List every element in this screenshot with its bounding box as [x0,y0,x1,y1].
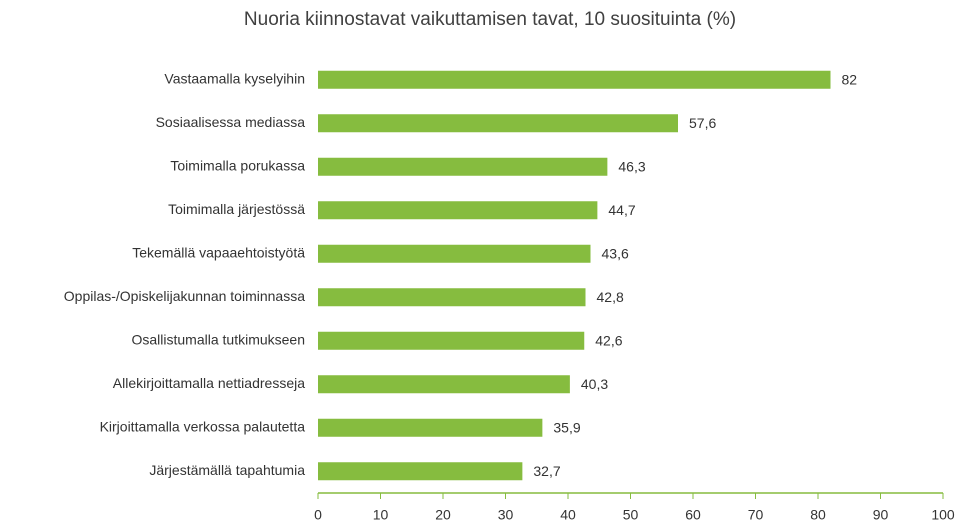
x-tick-label: 20 [435,507,451,523]
x-tick-label: 90 [873,507,889,523]
bar [318,157,608,176]
x-tick-label: 80 [810,507,826,523]
y-tick-label: Osallistumalla tutkimukseen [131,331,305,347]
value-label: 44,7 [608,202,635,218]
x-tick-label: 0 [314,507,322,523]
x-tick-label: 100 [931,507,955,523]
value-label: 42,6 [595,332,622,348]
x-tick-label: 70 [748,507,764,523]
chart-title: Nuoria kiinnostavat vaikuttamisen tavat,… [244,9,736,30]
x-tick-label: 60 [685,507,701,523]
y-tick-label: Oppilas-/Opiskelijakunnan toiminnassa [64,288,305,304]
value-label: 46,3 [618,158,645,174]
x-tick-label: 40 [560,507,576,523]
x-tick-label: 10 [373,507,389,523]
value-label: 40,3 [581,376,608,392]
bar [318,288,586,307]
y-tick-label: Vastaamalla kyselyihin [164,70,305,86]
value-label: 42,8 [597,289,624,305]
value-label: 35,9 [553,419,580,435]
y-tick-label: Allekirjoittamalla nettiadresseja [113,375,305,391]
y-tick-label: Toimimalla porukassa [170,157,305,173]
value-label: 32,7 [533,463,560,479]
bar [318,331,585,350]
bar [318,462,523,481]
x-tick-label: 50 [623,507,639,523]
x-tick-label: 30 [498,507,514,523]
bar [318,418,543,437]
value-label: 43,6 [602,245,629,261]
y-tick-label: Tekemällä vapaaehtoistyötä [132,244,305,260]
value-label: 82 [842,71,858,87]
value-label: 57,6 [689,115,716,131]
y-tick-label: Toimimalla järjestössä [168,201,305,217]
bar [318,114,678,133]
bar [318,201,598,220]
bar [318,70,831,89]
y-tick-label: Järjestämällä tapahtumia [149,462,305,478]
bar [318,375,570,394]
bar [318,244,591,263]
y-tick-label: Kirjoittamalla verkossa palautetta [100,418,306,434]
y-tick-label: Sosiaalisessa mediassa [156,114,306,130]
